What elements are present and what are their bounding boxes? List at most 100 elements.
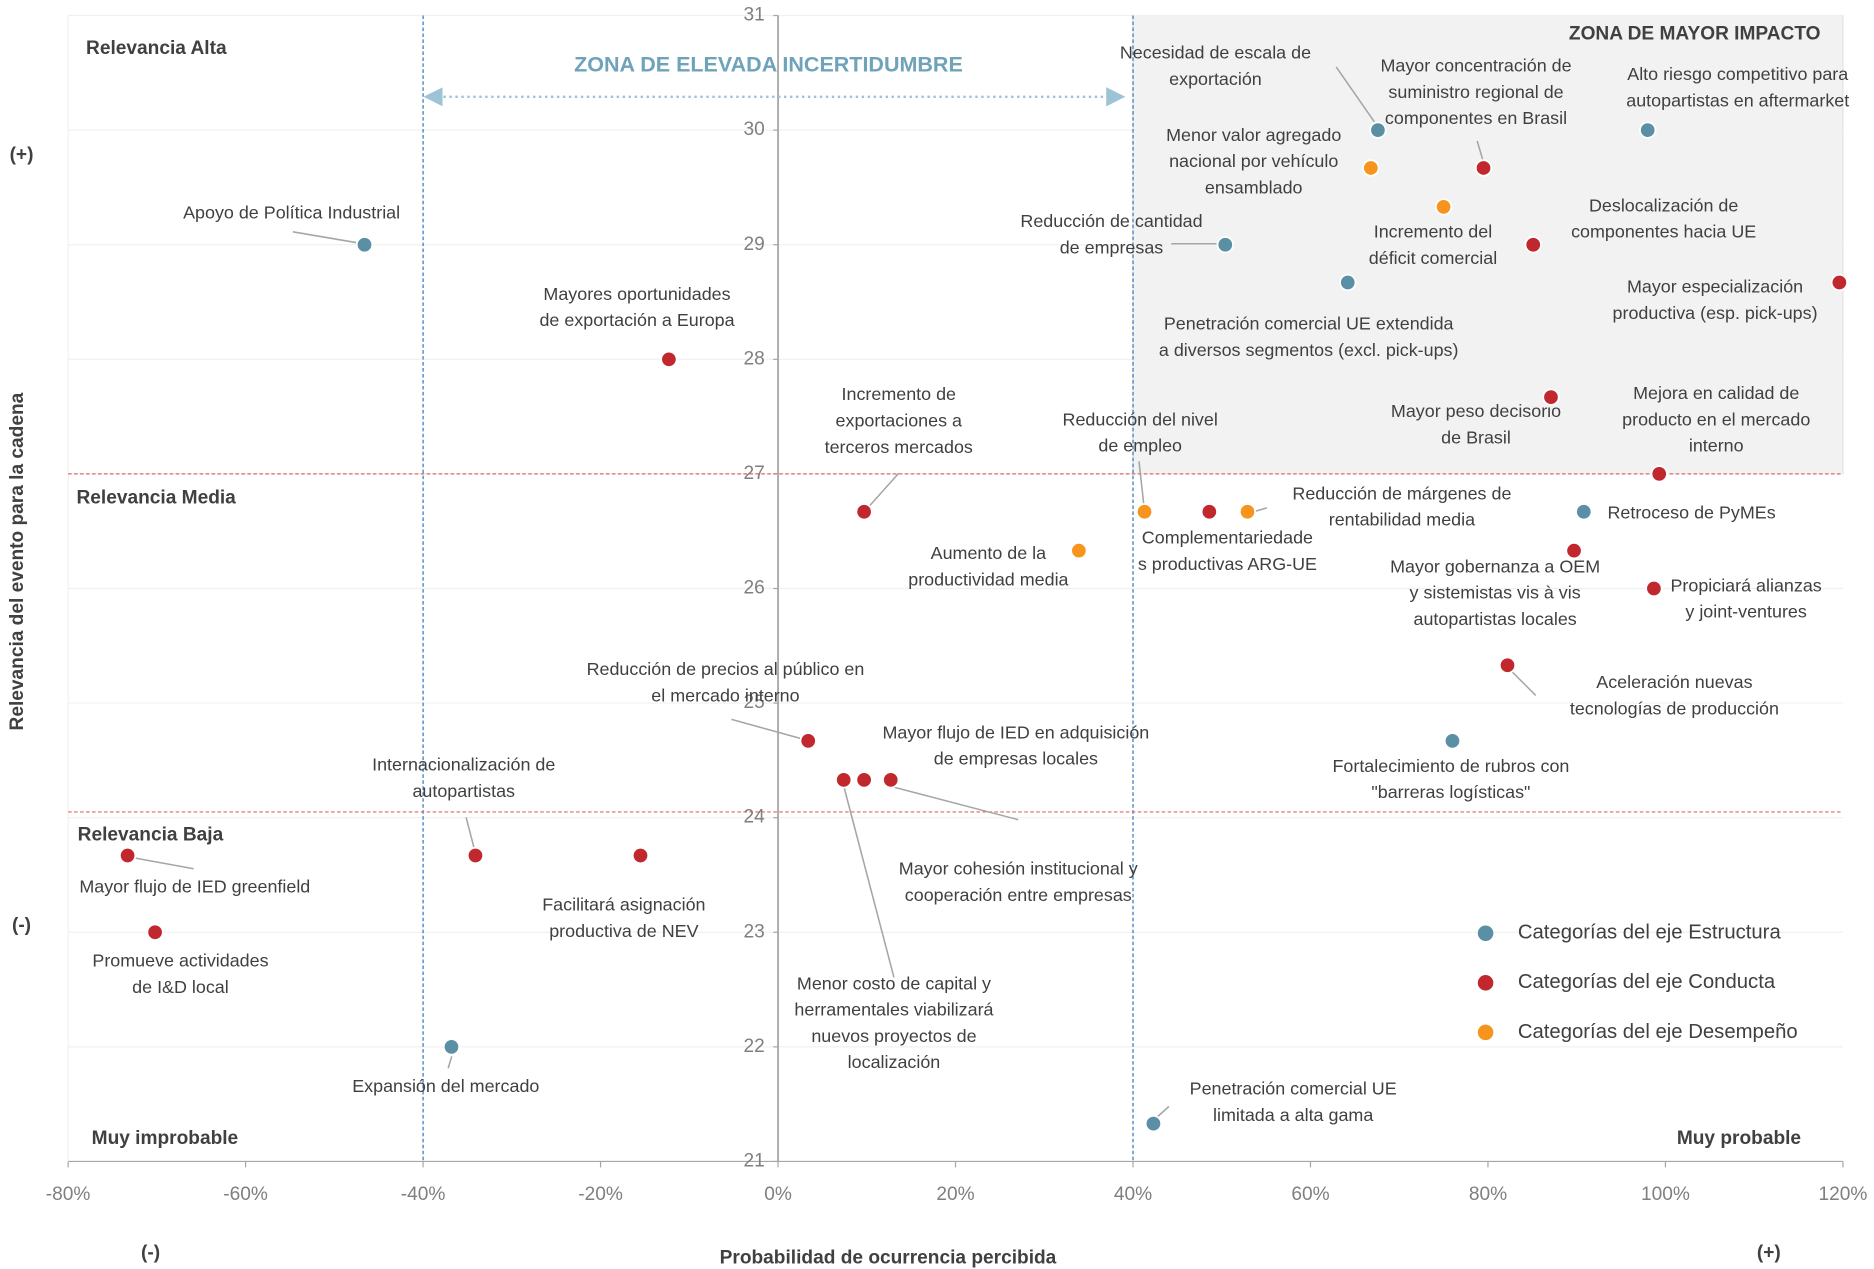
point-label: Mayor gobernanza a OEM <box>1390 556 1600 576</box>
data-point <box>1645 579 1663 598</box>
x-tick-label: 120% <box>1818 1184 1867 1205</box>
x-tick-label: 100% <box>1641 1184 1690 1205</box>
y-axis-title: Relevancia del evento para la cadena <box>7 392 28 730</box>
point-label: Propiciará alianzas <box>1670 575 1821 595</box>
x-sign: (+) <box>1757 1243 1781 1264</box>
data-point <box>1639 121 1657 139</box>
data-point <box>442 1038 461 1056</box>
data-point <box>835 771 853 789</box>
data-point <box>1524 236 1542 254</box>
point-label: nuevos proyectos de <box>811 1026 976 1046</box>
point-label: de empleo <box>1098 436 1182 456</box>
data-point <box>1498 656 1517 674</box>
point-label: herramentales viabilizará <box>794 1000 993 1020</box>
point-label: cooperación entre empresas <box>905 885 1132 905</box>
point-label: Retroceso de PyMEs <box>1607 503 1775 523</box>
data-point <box>660 350 678 368</box>
foreground-layer: 21 22 23 24 25 26 27 28 29 30 31 -80% -60% -40% -20% 0%… <box>46 5 1868 1205</box>
y-tick-label: 22 <box>744 1036 765 1057</box>
legend-marker <box>1477 1024 1494 1041</box>
data-point <box>855 771 873 789</box>
point-label: Fortalecimiento de rubros con <box>1332 756 1569 776</box>
point-label: Menor valor agregado <box>1166 125 1341 145</box>
leader-line <box>1254 507 1268 513</box>
x-tick-label: -20% <box>578 1184 623 1205</box>
point-label: interno <box>1689 436 1744 456</box>
point-label: Reducción de márgenes de <box>1292 483 1511 503</box>
data-point <box>1443 732 1462 750</box>
leader-line <box>868 472 900 508</box>
point-label: Complementariedade <box>1142 528 1313 548</box>
leader-line <box>1138 461 1145 505</box>
point-label: Menor costo de capital y <box>797 973 991 993</box>
point-label: a diversos segmentos (excl. pick-ups) <box>1159 340 1459 360</box>
y-sign: (-) <box>12 915 31 936</box>
point-label: Apoyo de Política Industrial <box>183 203 400 223</box>
background-layer <box>67 14 1844 1168</box>
leader-line <box>1511 670 1537 696</box>
point-label: autopartistas locales <box>1414 609 1577 629</box>
point-label: Aumento de la <box>931 543 1047 563</box>
y-tick-label: 28 <box>744 348 765 369</box>
data-point <box>1830 273 1849 292</box>
point-label: Reducción de precios al público en <box>587 659 865 679</box>
leader-line <box>1335 66 1376 123</box>
point-label: y sistemistas vis à vis <box>1410 583 1581 603</box>
data-point <box>355 236 374 254</box>
data-point <box>1339 273 1357 292</box>
legend-marker <box>1477 925 1494 941</box>
point-label: y joint-ventures <box>1685 602 1806 622</box>
point-label: Mayor flujo de IED greenfield <box>79 877 310 897</box>
data-point <box>1565 542 1583 560</box>
zone-uncertainty-label: ZONA DE ELEVADA INCERTIDUMBRE <box>574 52 963 76</box>
point-label: de exportación a Europa <box>539 310 734 330</box>
point-label: Deslocalización de <box>1589 195 1738 215</box>
point-label: Incremento de <box>842 384 957 404</box>
point-label: suministro regional de <box>1388 82 1563 102</box>
point-label: Incremento del <box>1374 222 1492 242</box>
y-tick-label: 30 <box>744 119 765 140</box>
point-label: productiva de NEV <box>549 921 698 941</box>
zone-high-label: ZONA DE MAYOR IMPACTO <box>1569 24 1821 45</box>
probability-label: Muy improbable <box>92 1128 239 1149</box>
probability-label: Muy probable <box>1677 1128 1801 1149</box>
y-tick-label: 26 <box>744 578 765 599</box>
point-label: Mayor concentración de <box>1380 56 1571 76</box>
data-point <box>146 923 164 941</box>
data-point <box>799 732 817 750</box>
data-point <box>855 503 873 521</box>
point-label: autopartistas <box>412 781 515 801</box>
x-tick-label: -40% <box>401 1184 446 1205</box>
point-label: terceros mercados <box>825 437 973 457</box>
point-label: productiva (esp. pick-ups) <box>1613 303 1818 323</box>
point-label: Mayor especialización <box>1627 277 1803 297</box>
legend-marker <box>1477 975 1494 991</box>
legend-label: Categorías del eje Conducta <box>1518 971 1776 993</box>
leader-line <box>447 1056 453 1069</box>
data-point <box>882 771 900 789</box>
y-tick-label: 25 <box>744 692 765 713</box>
point-label: productividad media <box>908 569 1068 589</box>
point-label: Promueve actividades <box>92 951 268 971</box>
point-label: Facilitará asignación <box>542 894 705 914</box>
y-tick-label: 31 <box>744 5 765 26</box>
x-tick-label: 60% <box>1291 1184 1329 1205</box>
leader-line <box>890 785 1019 821</box>
point-label: Expansión del mercado <box>352 1076 539 1096</box>
point-label: limitada a alta gama <box>1213 1105 1373 1125</box>
x-tick-label: -80% <box>46 1184 91 1205</box>
point-label: componentes en Brasil <box>1385 108 1567 128</box>
legend-label: Categorías del eje Desempeño <box>1518 1021 1798 1043</box>
data-point <box>1362 159 1380 177</box>
legend-label: Categorías del eje Estructura <box>1518 922 1782 944</box>
relevance-label: Relevancia Baja <box>78 824 224 845</box>
point-label: Penetración comercial UE extendida <box>1164 314 1454 334</box>
x-tick-label: 20% <box>936 1184 974 1205</box>
point-label: déficit comercial <box>1369 248 1497 268</box>
data-point <box>1135 503 1154 521</box>
data-point <box>631 846 650 865</box>
relevance-label: Relevancia Alta <box>86 38 227 59</box>
point-label: ensamblado <box>1205 178 1303 198</box>
